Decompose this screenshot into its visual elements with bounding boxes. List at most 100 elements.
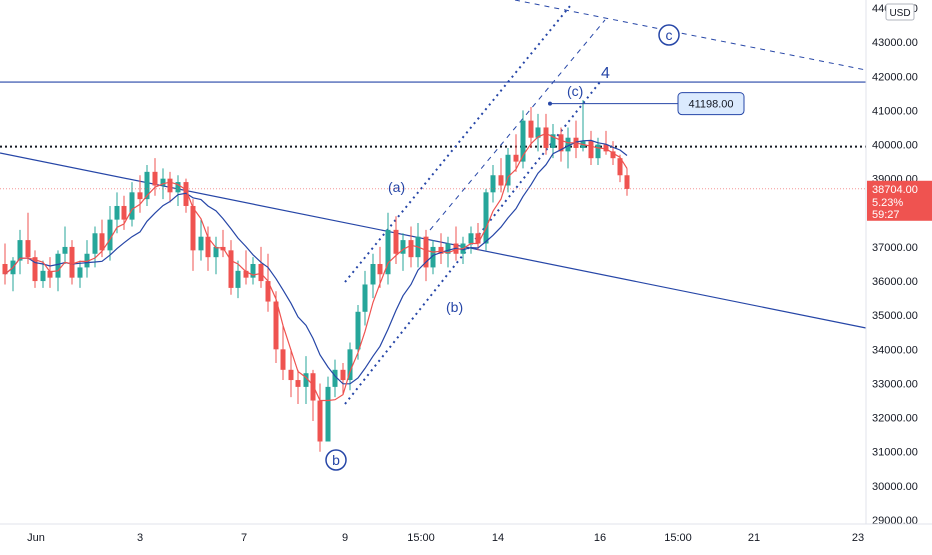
candle[interactable] <box>483 188 489 251</box>
candle[interactable] <box>2 243 8 285</box>
candle[interactable] <box>92 226 98 268</box>
callout-box[interactable] <box>677 92 745 116</box>
currency-badge-label: USD <box>889 8 910 19</box>
candle[interactable] <box>520 110 526 169</box>
wave-c-projection-line[interactable] <box>514 0 867 71</box>
candle-body <box>558 134 564 152</box>
candle-body <box>400 240 406 254</box>
candle[interactable] <box>137 175 143 213</box>
candle[interactable] <box>265 253 271 312</box>
candle[interactable] <box>175 175 181 206</box>
candle[interactable] <box>198 219 204 261</box>
candle[interactable] <box>144 165 150 206</box>
candle[interactable] <box>129 182 135 227</box>
candle[interactable] <box>10 257 16 292</box>
candle[interactable] <box>47 257 53 288</box>
candle[interactable] <box>528 106 534 148</box>
candle[interactable] <box>445 236 451 268</box>
currency-badge-box[interactable] <box>885 3 915 21</box>
candle[interactable] <box>295 369 301 404</box>
candle-body <box>610 151 616 159</box>
candle[interactable] <box>32 250 38 288</box>
candle[interactable] <box>588 130 594 166</box>
channel-mid-line[interactable] <box>429 19 606 231</box>
candle-body <box>40 270 46 282</box>
candle[interactable] <box>460 236 466 264</box>
wave-label-c-circle: c <box>658 24 680 46</box>
channel-upper-line[interactable] <box>344 5 571 283</box>
candle[interactable] <box>228 240 234 295</box>
candle[interactable] <box>114 192 120 234</box>
candle[interactable] <box>340 362 346 394</box>
candle[interactable] <box>385 212 391 285</box>
candle[interactable] <box>167 171 173 203</box>
candle[interactable] <box>408 226 414 268</box>
candle[interactable] <box>550 124 556 159</box>
candle-body <box>295 380 301 387</box>
candle[interactable] <box>288 349 294 398</box>
candle[interactable] <box>25 212 31 264</box>
wave-labels: (a) (b) (c) 4 b c <box>325 24 680 471</box>
candle[interactable] <box>475 223 481 251</box>
candle[interactable] <box>558 127 564 162</box>
candle[interactable] <box>603 130 609 155</box>
candle[interactable] <box>84 240 90 278</box>
candle[interactable] <box>347 342 353 391</box>
candle[interactable] <box>624 168 630 196</box>
candle-body <box>228 250 234 288</box>
candle[interactable] <box>40 260 46 288</box>
candle[interactable] <box>355 304 361 360</box>
candle[interactable] <box>468 226 474 254</box>
candle-body <box>588 141 594 159</box>
candle[interactable] <box>400 233 406 271</box>
candle[interactable] <box>190 199 196 271</box>
candle[interactable] <box>438 233 444 264</box>
candle-body <box>107 219 113 251</box>
candle[interactable] <box>250 257 256 285</box>
candle[interactable] <box>430 240 436 275</box>
candle[interactable] <box>152 158 158 196</box>
candle[interactable] <box>423 229 429 282</box>
candle[interactable] <box>280 325 286 381</box>
candle[interactable] <box>17 229 23 275</box>
candle[interactable] <box>213 236 219 275</box>
candle[interactable] <box>183 178 189 213</box>
candle[interactable] <box>258 246 264 288</box>
candle[interactable] <box>565 127 571 169</box>
candle[interactable] <box>273 291 279 363</box>
candle[interactable] <box>535 113 541 152</box>
candle[interactable] <box>377 246 383 288</box>
candle[interactable] <box>303 356 309 404</box>
candle[interactable] <box>205 226 211 271</box>
candle[interactable] <box>370 253 376 299</box>
candle[interactable] <box>543 113 549 155</box>
price-tick-label: 37000.00 <box>872 242 918 254</box>
candle[interactable] <box>235 260 241 299</box>
candle[interactable] <box>243 250 249 285</box>
candle[interactable] <box>220 229 226 258</box>
candle[interactable] <box>77 260 83 288</box>
candle-body <box>265 281 271 302</box>
candle-body <box>310 373 316 401</box>
candle[interactable] <box>573 120 579 159</box>
candle[interactable] <box>490 165 496 203</box>
candle[interactable] <box>332 359 338 398</box>
candle[interactable] <box>69 240 75 285</box>
candle[interactable] <box>325 376 331 442</box>
candle-body <box>32 257 38 282</box>
candle[interactable] <box>617 154 623 183</box>
circle-shape <box>325 449 347 471</box>
candle[interactable] <box>362 270 368 326</box>
candle[interactable] <box>505 147 511 193</box>
candle[interactable] <box>62 226 68 264</box>
candle[interactable] <box>310 369 316 422</box>
time-tick-label: 23 <box>852 532 864 544</box>
candle[interactable] <box>317 383 323 452</box>
candle[interactable] <box>107 205 113 261</box>
candle[interactable] <box>415 223 421 268</box>
candle[interactable] <box>513 134 519 172</box>
candle[interactable] <box>498 158 504 193</box>
candle[interactable] <box>453 226 459 261</box>
